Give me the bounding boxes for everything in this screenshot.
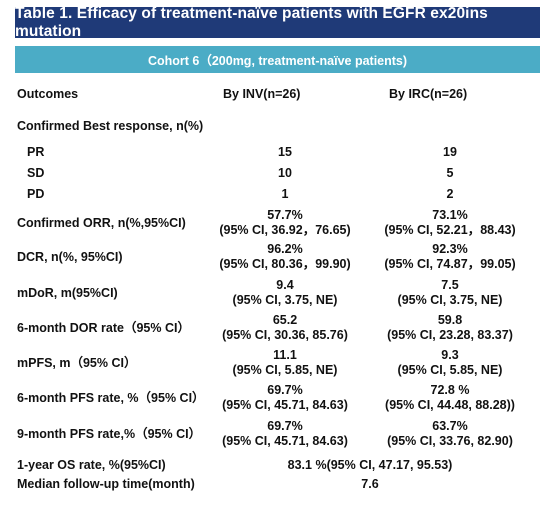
irc-value: 73.1% (95% CI, 52.21，88.43): [384, 208, 516, 237]
inv-value: 1: [281, 187, 289, 201]
inv-value: 9.4 (95% CI, 3.75, NE): [232, 278, 338, 307]
row-label: 6-month DOR rate（95% CI）: [17, 321, 190, 335]
inv-value: 10: [278, 166, 292, 180]
row-label: Median follow-up time(month): [17, 477, 195, 491]
irc-value: 72.8 % (95% CI, 44.48, 88.28)): [385, 383, 515, 412]
cohort-header: Cohort 6（200mg, treatment-naïve patients…: [15, 46, 540, 73]
row-label: SD: [27, 166, 45, 180]
inv-value: 65.2 (95% CI, 30.36, 85.76): [222, 313, 348, 342]
irc-value: 59.8 (95% CI, 23.28, 83.37): [387, 313, 513, 342]
irc-value: 7.5 (95% CI, 3.75, NE): [397, 278, 503, 307]
followup-value: 7.6: [361, 477, 379, 491]
row-label: PR: [27, 145, 45, 159]
row-label: PD: [27, 187, 45, 201]
section-label: Confirmed Best response, n(%): [17, 119, 204, 133]
column-header-inv: By INV(n=26): [223, 87, 301, 101]
row-label: 9-month PFS rate,%（95% CI）: [17, 427, 202, 441]
irc-value: 9.3 (95% CI, 5.85, NE): [397, 348, 503, 377]
inv-value: 69.7% (95% CI, 45.71, 84.63): [222, 383, 348, 412]
os-value: 83.1 %(95% CI, 47.17, 95.53): [287, 458, 453, 472]
column-header-outcomes: Outcomes: [17, 87, 79, 101]
inv-value: 96.2% (95% CI, 80.36，99.90): [219, 242, 351, 271]
row-label: 1-year OS rate, %(95%CI): [17, 458, 166, 472]
inv-value: 15: [278, 145, 292, 159]
irc-value: 63.7% (95% CI, 33.76, 82.90): [387, 419, 513, 448]
column-header-irc: By IRC(n=26): [389, 87, 468, 101]
inv-value: 57.7% (95% CI, 36.92，76.65): [219, 208, 351, 237]
table-title: Table 1. Efficacy of treatment-naïve pat…: [15, 5, 540, 40]
irc-value: 92.3% (95% CI, 74.87，99.05): [384, 242, 516, 271]
irc-value: 5: [446, 166, 454, 180]
row-label: Confirmed ORR, n(%,95%CI): [17, 216, 186, 230]
row-label: mPFS, m（95% CI）: [17, 356, 137, 370]
row-label: DCR, n(%, 95%CI): [17, 250, 123, 264]
irc-value: 19: [443, 145, 457, 159]
inv-value: 69.7% (95% CI, 45.71, 84.63): [222, 419, 348, 448]
inv-value: 11.1 (95% CI, 5.85, NE): [232, 348, 338, 377]
row-label: mDoR, m(95%CI): [17, 286, 118, 300]
irc-value: 2: [446, 187, 454, 201]
row-label: 6-month PFS rate, %（95% CI）: [17, 391, 205, 405]
